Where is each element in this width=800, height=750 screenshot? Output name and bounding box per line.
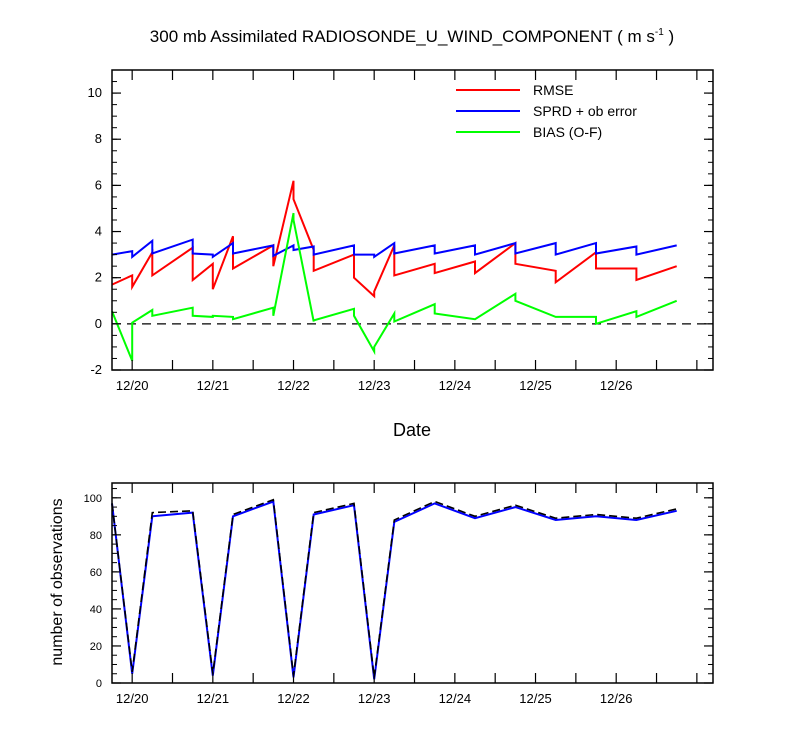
bottom-xtick-label: 12/24 — [439, 691, 472, 706]
legend: RMSE SPRD + ob error BIAS (O-F) — [456, 82, 637, 140]
bottom-ytick-label: 60 — [90, 567, 102, 579]
top-series-line-rmse — [111, 180, 678, 299]
bottom-xtick-label: 12/25 — [519, 691, 552, 706]
top-xtick-label: 12/23 — [358, 378, 391, 393]
bottom-plot-frame — [111, 482, 714, 684]
bottom-xtick-label: 12/23 — [358, 691, 391, 706]
bottom-ytick-label: 0 — [96, 678, 102, 690]
top-xtick-label: 12/22 — [277, 378, 310, 393]
top-ytick-label: 2 — [95, 270, 102, 285]
bottom-chart-panel: 0 20 40 60 80 100 12/20 12/21 12/22 12/23 12/24 12/… — [84, 482, 714, 706]
x-axis-label: Date — [393, 420, 431, 440]
top-ytick-label: 10 — [88, 85, 102, 100]
top-ytick-label: 4 — [95, 224, 102, 239]
top-ytick-label: -2 — [90, 362, 102, 377]
top-xtick-label: 12/20 — [116, 378, 149, 393]
top-xtick-label: 12/25 — [519, 378, 552, 393]
chart-title: 300 mb Assimilated RADIOSONDE_U_WIND_COM… — [150, 27, 674, 46]
top-xtick-label: 12/26 — [600, 378, 633, 393]
top-xtick-label: 12/21 — [197, 378, 230, 393]
top-series-line-bias-o-f — [111, 212, 678, 362]
bottom-xtick-label: 12/20 — [116, 691, 149, 706]
bottom-ytick-label: 20 — [90, 641, 102, 653]
legend-label: BIAS (O-F) — [533, 124, 602, 140]
top-chart-panel: -2 0 2 4 6 8 10 12/20 12/21 12/22 12/23 12/24 12/25 1… — [88, 69, 714, 393]
y-axis-label-observations: number of observations — [49, 498, 66, 665]
bottom-ytick-label: 80 — [90, 530, 102, 542]
bottom-series-line-possible-observations — [111, 498, 677, 678]
top-series-line-sprd-ob-error — [111, 238, 677, 259]
bottom-ytick-label: 100 — [84, 493, 102, 505]
top-xtick-label: 12/24 — [439, 378, 472, 393]
legend-label: SPRD + ob error — [533, 103, 637, 119]
bottom-xtick-label: 12/21 — [197, 691, 230, 706]
title-units-superscript: -1 — [655, 27, 664, 38]
top-ytick-label: 0 — [95, 316, 102, 331]
bottom-xtick-label: 12/26 — [600, 691, 633, 706]
bottom-ytick-label: 40 — [90, 604, 102, 616]
top-ytick-label: 6 — [95, 177, 102, 192]
bottom-series-line-assimilated-observations — [111, 500, 677, 680]
legend-label: RMSE — [533, 82, 573, 98]
bottom-xtick-label: 12/22 — [277, 691, 310, 706]
top-ytick-label: 8 — [95, 131, 102, 146]
